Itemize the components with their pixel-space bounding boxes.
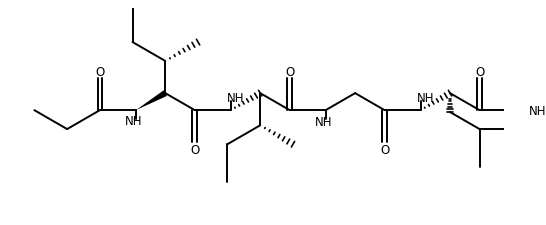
Text: O: O [190,143,199,156]
Text: NH: NH [125,114,143,127]
Text: NH: NH [227,91,244,104]
Text: NH: NH [314,116,332,129]
Polygon shape [136,91,167,111]
Text: O: O [95,65,104,78]
Text: O: O [285,65,294,78]
Text: NH: NH [417,91,434,104]
Text: O: O [380,143,389,156]
Text: NH₂: NH₂ [529,104,546,117]
Text: O: O [475,65,484,78]
